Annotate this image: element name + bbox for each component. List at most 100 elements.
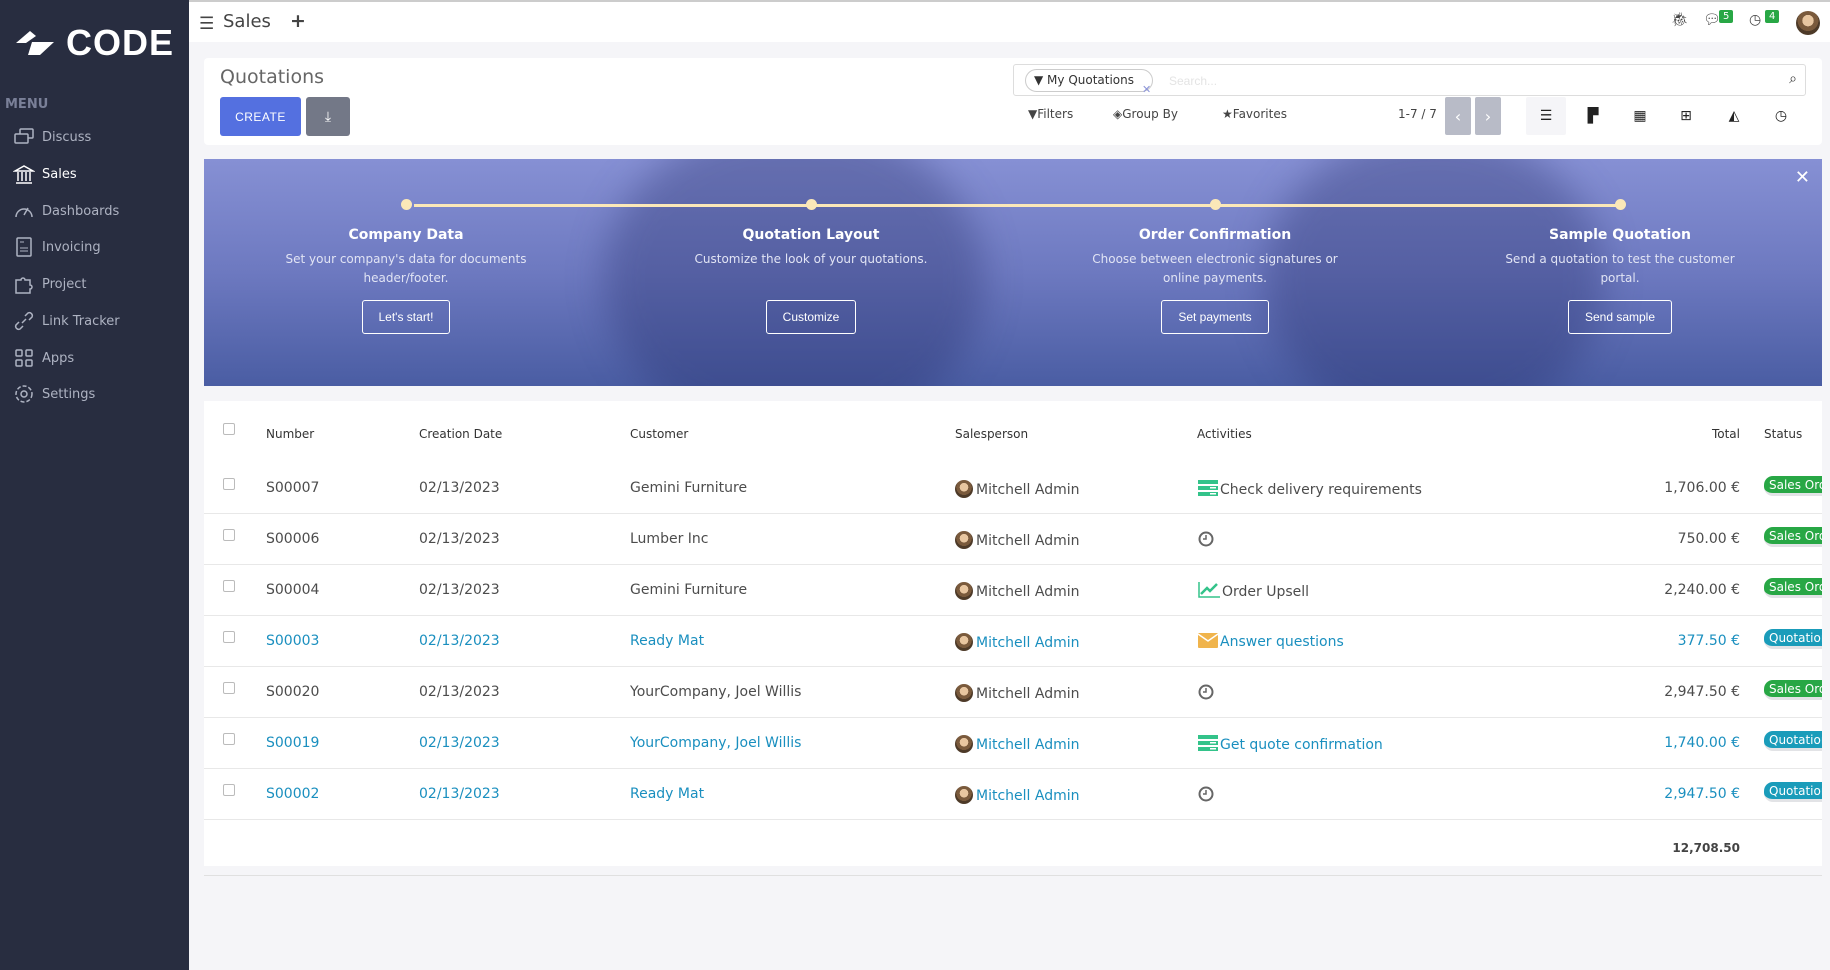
clock-icon[interactable] <box>1198 786 1214 806</box>
table-row[interactable]: S00007 02/13/2023 Gemini Furniture Mitch… <box>204 463 1822 514</box>
status-badge: Sales Order <box>1764 680 1822 700</box>
table-icon: ⊞ <box>1680 108 1692 124</box>
sidebar-item-discuss[interactable]: Discuss <box>13 126 91 148</box>
envelope-icon[interactable] <box>1197 633 1219 652</box>
table-row[interactable]: S00020 02/13/2023 YourCompany, Joel Will… <box>204 667 1822 718</box>
calendar-view-button[interactable]: ▦ <box>1620 97 1660 135</box>
table-row[interactable]: S00019 02/13/2023 YourCompany, Joel Will… <box>204 718 1822 769</box>
clock-icon[interactable] <box>1198 684 1214 704</box>
column-header-status[interactable]: Status <box>1764 427 1803 441</box>
activity[interactable] <box>1198 684 1216 704</box>
search-facet[interactable]: ▼ My Quotations <box>1025 69 1154 92</box>
download-button[interactable]: ⤓ <box>306 97 350 136</box>
creation-date: 02/13/2023 <box>419 735 500 751</box>
close-banner-icon[interactable]: ✕ <box>1794 167 1810 188</box>
list-view-button[interactable]: ☰ <box>1526 97 1566 135</box>
step-title: Quotation Layout <box>742 227 880 243</box>
user-avatar[interactable] <box>1796 11 1820 35</box>
list-icon: ☰ <box>1539 108 1553 124</box>
menu-heading: MENU <box>5 97 49 112</box>
search-icon[interactable]: ⌕ <box>1789 71 1797 87</box>
kanban-view-button[interactable]: ▛ <box>1573 97 1613 135</box>
total-amount: 2,947.50 € <box>1664 684 1740 700</box>
table-row[interactable]: S00004 02/13/2023 Gemini Furniture Mitch… <box>204 565 1822 616</box>
sidebar-item-dashboards[interactable]: Dashboards <box>13 200 119 222</box>
column-header-activities[interactable]: Activities <box>1197 427 1252 441</box>
activity[interactable] <box>1198 786 1216 806</box>
chart-up-icon[interactable] <box>1198 582 1220 602</box>
row-checkbox[interactable] <box>223 682 235 694</box>
total-amount: 1,706.00 € <box>1664 480 1740 496</box>
remove-facet-icon[interactable]: ✕ <box>1142 83 1152 96</box>
pivot-view-button[interactable]: ⊞ <box>1666 97 1706 135</box>
sidebar-item-settings[interactable]: Settings <box>13 383 95 405</box>
order-number: S00003 <box>266 633 320 649</box>
activity[interactable]: Order Upsell <box>1198 582 1309 602</box>
new-tab-button[interactable]: + <box>290 10 306 32</box>
salesperson: Mitchell Admin <box>955 582 1080 600</box>
step-button[interactable]: Customize <box>765 300 857 334</box>
salesperson-name: Mitchell Admin <box>976 584 1080 600</box>
group-by-button[interactable]: ◈Group By <box>1113 107 1178 121</box>
activity-summary: Check delivery requirements <box>1220 482 1422 498</box>
row-checkbox[interactable] <box>223 631 235 643</box>
search-bar: ▼ My Quotations ✕ ⌕ <box>1013 64 1806 96</box>
step-dot <box>1615 199 1626 210</box>
order-number: S00004 <box>266 582 320 598</box>
sidebar-item-project[interactable]: Project <box>13 273 86 295</box>
chevron-right-icon: › <box>1484 106 1492 126</box>
puzzle-icon <box>15 277 33 294</box>
column-header-customer[interactable]: Customer <box>630 427 689 441</box>
activities-icon[interactable]: ◷ <box>1749 12 1762 28</box>
pager-next-button[interactable]: › <box>1475 97 1501 135</box>
create-button[interactable]: CREATE <box>220 97 301 136</box>
favorites-button[interactable]: ★Favorites <box>1222 107 1287 121</box>
activity[interactable] <box>1198 531 1216 551</box>
step-description: Customize the look of your quotations. <box>694 252 928 266</box>
onboarding-step: Order Confirmation Choose between electro… <box>1085 227 1345 334</box>
onboarding-banner: Company Data Set your company's data for … <box>204 159 1822 386</box>
logo[interactable]: CODE <box>14 22 174 64</box>
clock-icon[interactable] <box>1198 531 1214 551</box>
row-checkbox[interactable] <box>223 784 235 796</box>
gauge-icon <box>15 207 33 218</box>
row-checkbox[interactable] <box>223 529 235 541</box>
step-button[interactable]: Let's start! <box>361 300 451 334</box>
pager-previous-button[interactable]: ‹ <box>1445 97 1471 135</box>
column-header-number[interactable]: Number <box>266 427 315 441</box>
messages-badge: 5 <box>1719 10 1734 23</box>
sidebar-item-label: Dashboards <box>42 203 120 219</box>
debug-icon[interactable]: 🐞︎ <box>1671 12 1689 28</box>
sidebar-item-sales[interactable]: Sales <box>13 163 77 185</box>
messages-icon[interactable]: 💬︎ <box>1703 12 1721 28</box>
pager-value[interactable]: 1-7 / 7 <box>1398 107 1437 121</box>
table-row[interactable]: S00002 02/13/2023 Ready Mat Mitchell Adm… <box>204 769 1822 820</box>
table-row[interactable]: S00003 02/13/2023 Ready Mat Mitchell Adm… <box>204 616 1822 667</box>
activity-view-button[interactable]: ◷ <box>1761 97 1801 135</box>
activity[interactable]: Get quote confirmation <box>1198 735 1383 755</box>
column-header-total[interactable]: Total <box>1711 427 1740 441</box>
sidebar-item-invoicing[interactable]: Invoicing <box>13 236 101 258</box>
activity[interactable]: Answer questions <box>1197 633 1344 652</box>
table-row[interactable]: S00006 02/13/2023 Lumber Inc Mitchell Ad… <box>204 514 1822 565</box>
sidebar-item-apps[interactable]: Apps <box>13 347 74 369</box>
sidebar-item-link-tracker[interactable]: Link Tracker <box>13 310 120 332</box>
step-button[interactable]: Set payments <box>1161 300 1269 334</box>
todo-icon[interactable] <box>1198 735 1218 755</box>
select-all-checkbox[interactable] <box>223 423 235 435</box>
order-number: S00019 <box>266 735 320 751</box>
column-header-salesperson[interactable]: Salesperson <box>955 427 1029 441</box>
creation-date: 02/13/2023 <box>419 633 500 649</box>
row-checkbox[interactable] <box>223 580 235 592</box>
menu-toggle-icon[interactable]: ☰ <box>199 14 215 34</box>
todo-icon[interactable] <box>1198 480 1218 500</box>
row-checkbox[interactable] <box>223 733 235 745</box>
column-header-creation-date[interactable]: Creation Date <box>419 427 503 441</box>
filters-button[interactable]: ▼Filters <box>1028 107 1073 121</box>
search-input[interactable] <box>1169 70 1729 92</box>
step-button[interactable]: Send sample <box>1567 300 1673 334</box>
graph-view-button[interactable]: ◭ <box>1714 97 1754 135</box>
step-description: Set your company's data for documents he… <box>285 252 527 285</box>
row-checkbox[interactable] <box>223 478 235 490</box>
activity[interactable]: Check delivery requirements <box>1198 480 1422 500</box>
